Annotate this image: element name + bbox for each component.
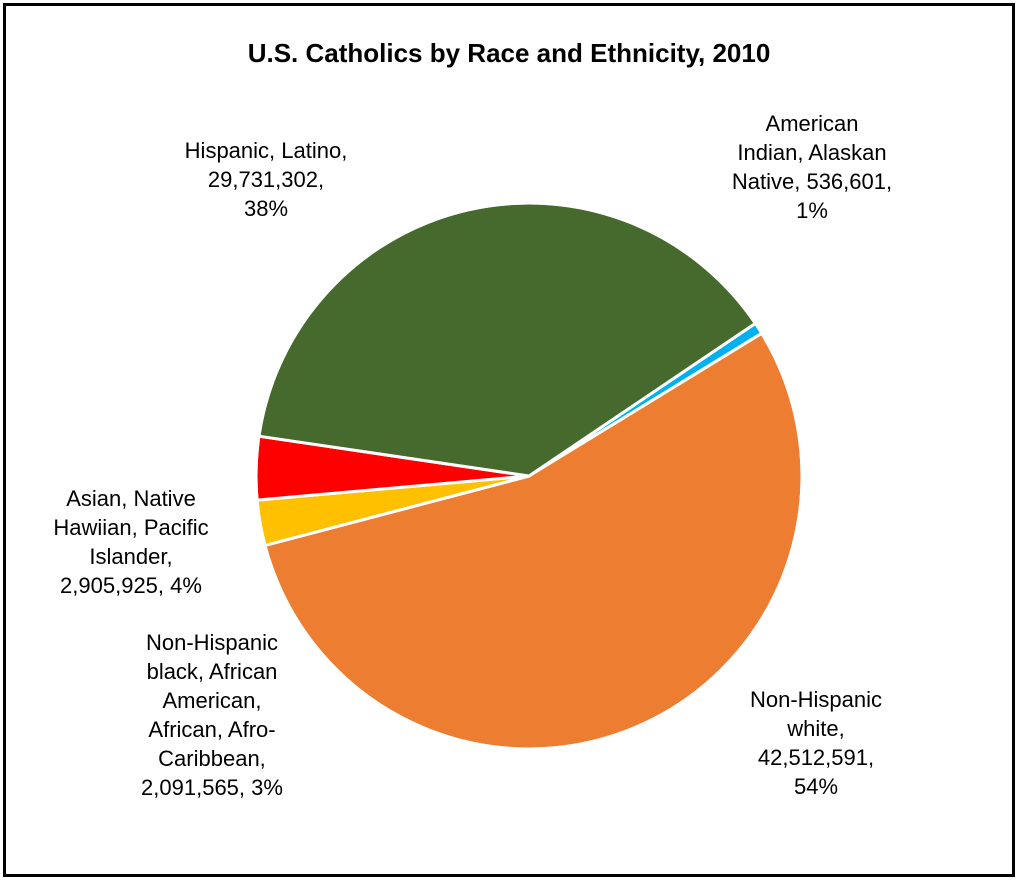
data-label-asian-pacific: Asian, Native Hawiian, Pacific Islander,… bbox=[53, 486, 209, 598]
pie-chart bbox=[254, 201, 804, 751]
data-label-hispanic-latino: Hispanic, Latino, 29,731,302, 38% bbox=[184, 138, 348, 221]
pie-outline bbox=[254, 201, 804, 751]
data-label-non-hispanic-white: Non-Hispanic white, 42,512,591, 54% bbox=[749, 687, 883, 799]
chart-frame: U.S. Catholics by Race and Ethnicity, 20… bbox=[3, 3, 1015, 877]
data-label-american-indian: American Indian, Alaskan Native, 536,601… bbox=[731, 111, 893, 223]
data-label-non-hispanic-black: Non-Hispanic black, African American, Af… bbox=[141, 630, 283, 800]
chart-title: U.S. Catholics by Race and Ethnicity, 20… bbox=[247, 38, 771, 68]
